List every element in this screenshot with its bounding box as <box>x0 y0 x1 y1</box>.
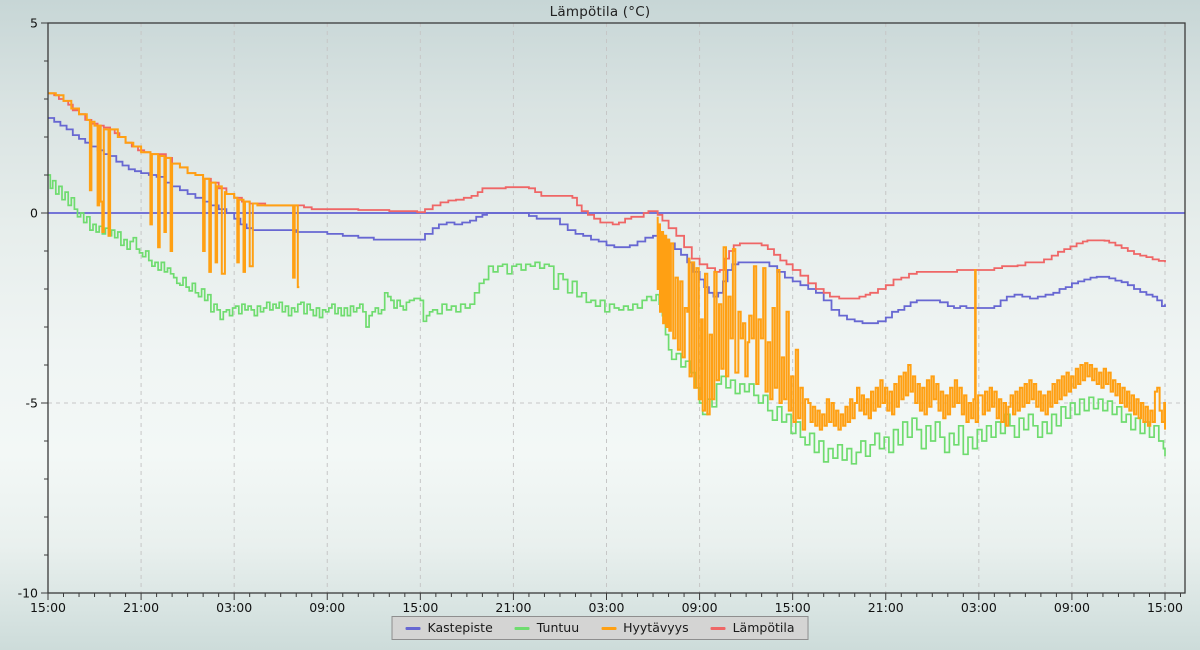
legend-label-tuntuu: Tuntuu <box>536 620 580 635</box>
y-tick-label: 0 <box>30 206 38 221</box>
y-tick-label: -5 <box>26 396 38 411</box>
x-tick-label: 09:00 <box>309 600 345 615</box>
chart-title: Lämpötila (°C) <box>549 4 651 20</box>
y-tick-label: 5 <box>30 16 38 31</box>
x-tick-label: 03:00 <box>961 600 997 615</box>
x-tick-label: 09:00 <box>1054 600 1090 615</box>
legend-item-kastepiste[interactable]: Kastepiste <box>405 620 493 636</box>
series-hyytavyys <box>48 92 1166 431</box>
legend-marker-lampotila <box>710 626 726 630</box>
x-tick-label: 15:00 <box>1147 600 1183 615</box>
legend-item-hyytavyys[interactable]: Hyytävyys <box>601 620 689 636</box>
legend-item-tuntuu[interactable]: Tuntuu <box>514 620 580 636</box>
legend: Kastepiste Tuntuu Hyytävyys Lämpötila <box>391 616 809 640</box>
plot-border <box>47 22 1186 594</box>
x-tick-label: 21:00 <box>868 600 904 615</box>
series-tuntuu <box>48 174 1166 465</box>
legend-marker-kastepiste <box>405 626 421 630</box>
legend-label-hyytavyys: Hyytävyys <box>623 620 689 635</box>
x-tick-label: 15:00 <box>30 600 66 615</box>
x-tick-label: 03:00 <box>216 600 252 615</box>
x-tick-label: 09:00 <box>682 600 718 615</box>
y-tick-label: -10 <box>18 586 38 601</box>
x-tick-label: 03:00 <box>588 600 624 615</box>
legend-marker-tuntuu <box>514 626 530 630</box>
legend-label-lampotila: Lämpötila <box>732 620 795 635</box>
x-tick-label: 21:00 <box>495 600 531 615</box>
x-tick-label: 21:00 <box>123 600 159 615</box>
x-tick-label: 15:00 <box>775 600 811 615</box>
legend-marker-hyytavyys <box>601 626 617 630</box>
x-tick-label: 15:00 <box>402 600 438 615</box>
legend-item-lampotila[interactable]: Lämpötila <box>710 620 795 636</box>
legend-label-kastepiste: Kastepiste <box>427 620 493 635</box>
